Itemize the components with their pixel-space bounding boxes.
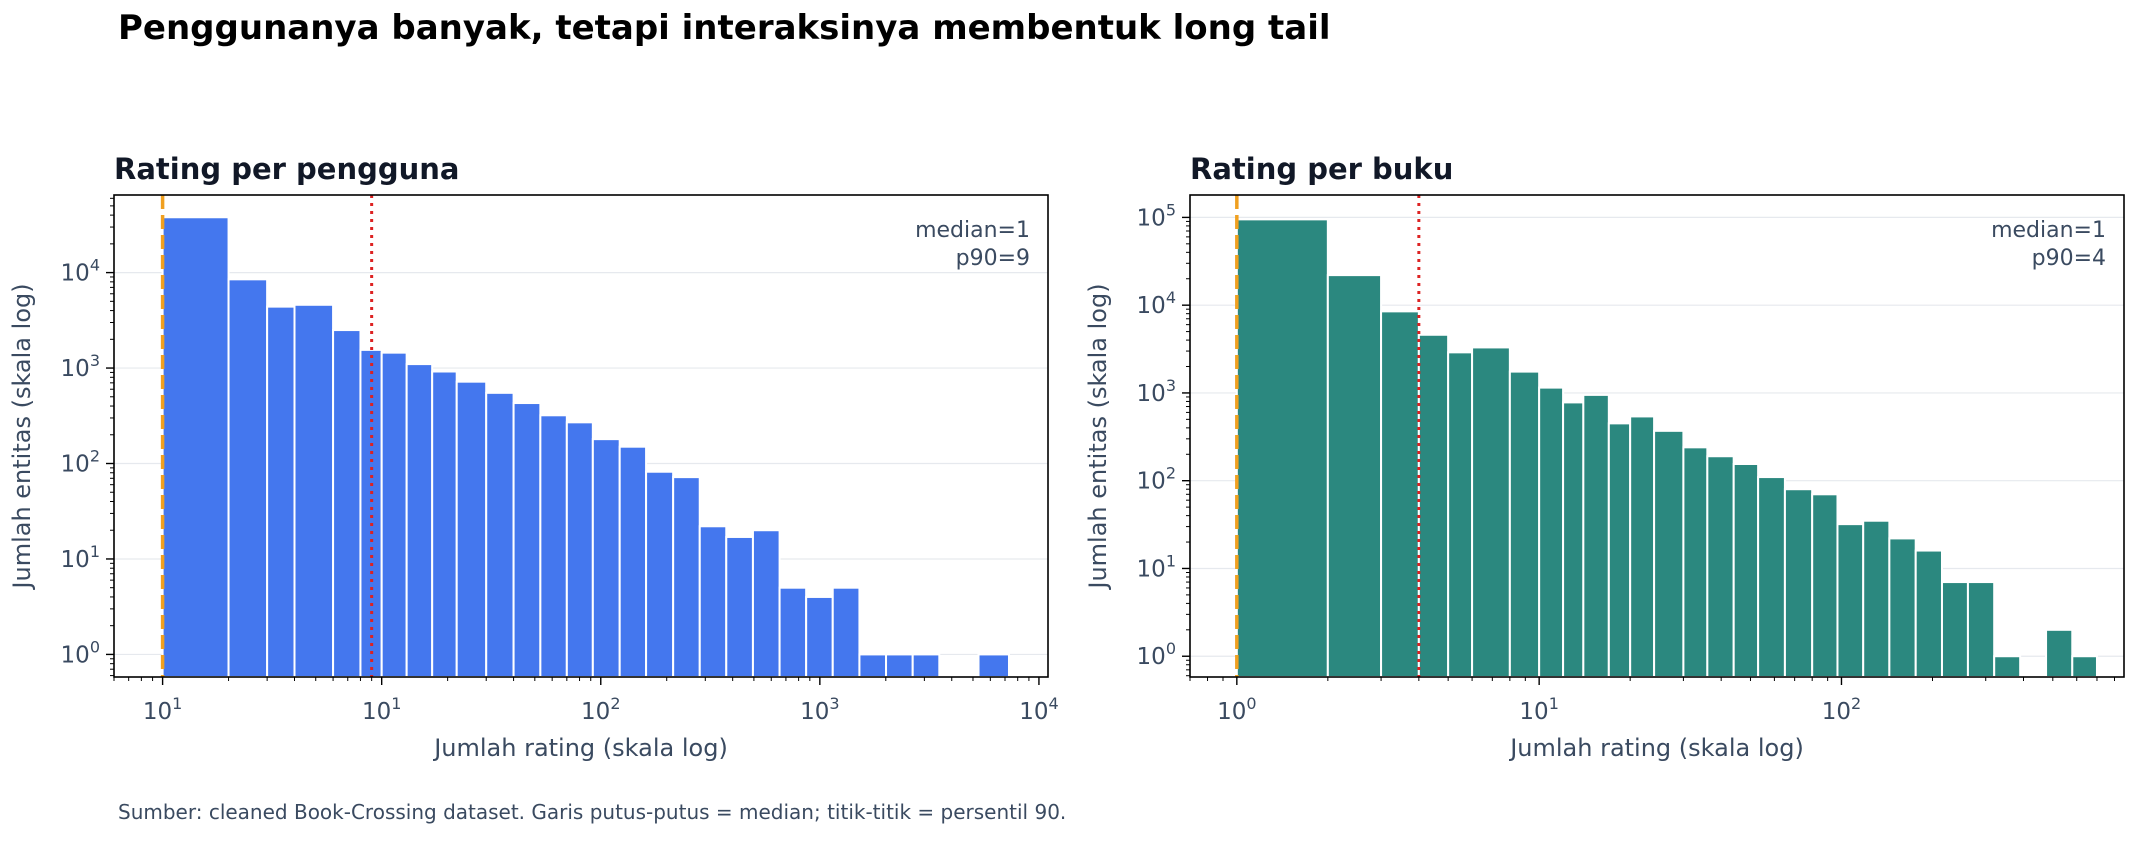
x-tick-label: 104 — [1019, 694, 1058, 725]
histogram-bar — [1811, 493, 1839, 679]
y-tick-label: 101 — [1137, 551, 1176, 582]
y-tick-label: 103 — [61, 351, 100, 382]
y-tick-label: 105 — [1137, 200, 1176, 231]
histogram-bar — [1732, 462, 1760, 678]
histogram-bar — [380, 351, 408, 678]
figure-title: Penggunanya banyak, tetapi interaksinya … — [118, 8, 1331, 48]
y-tick-label: 101 — [61, 542, 100, 573]
histogram-bar — [227, 278, 269, 678]
histogram-bar — [805, 595, 834, 679]
x-tick-label: 102 — [1822, 694, 1861, 725]
y-tick-label: 104 — [61, 256, 100, 287]
histogram-bar — [645, 470, 675, 679]
y-tick-label: 103 — [1137, 376, 1176, 407]
histogram-bar — [266, 305, 296, 678]
stats-annotation: median=1 — [915, 218, 1030, 243]
histogram-bar — [1607, 422, 1632, 678]
plot-frame — [113, 194, 1049, 678]
histogram-bar — [1966, 581, 1996, 679]
histogram-bar — [672, 476, 701, 678]
histogram-bar — [1235, 218, 1329, 678]
histogram-bar — [1862, 519, 1891, 678]
figure-footnote: Sumber: cleaned Book-Crossing dataset. G… — [118, 800, 1067, 824]
histogram-bar — [539, 414, 568, 678]
histogram-bar — [1582, 393, 1610, 678]
histogram-bar — [1783, 488, 1814, 678]
histogram-bar — [293, 303, 335, 678]
y-tick-label: 102 — [1137, 464, 1176, 495]
histogram-bar — [1914, 549, 1943, 678]
chart-panel-users: 101 101 102 103 104 100 101 102 103 104 Rating per… — [8, 152, 1059, 762]
histogram-bar — [485, 391, 515, 678]
histogram-bar — [1471, 346, 1511, 678]
histogram-bar — [1757, 476, 1786, 679]
histogram-bar — [1940, 581, 1969, 679]
y-tick-label: 104 — [1137, 288, 1176, 319]
histogram-bar — [858, 653, 888, 679]
histogram-bar — [885, 653, 914, 679]
y-tick-label: 100 — [1137, 639, 1176, 670]
histogram-bar — [831, 586, 861, 678]
x-axis-label: Jumlah rating (skala log) — [1508, 734, 1804, 762]
histogram-bar — [1653, 429, 1685, 678]
histogram-bar — [751, 529, 781, 678]
stats-annotation: p90=4 — [2032, 246, 2106, 271]
histogram-bar — [1417, 333, 1450, 678]
histogram-bar — [1380, 310, 1420, 678]
x-tick-label: 101 — [362, 694, 401, 725]
histogram-bar — [725, 535, 754, 678]
x-tick-label: 103 — [800, 694, 839, 725]
histogram-bar — [1706, 455, 1735, 678]
y-tick-label: 100 — [61, 637, 100, 668]
histogram-bar — [161, 216, 230, 678]
histogram-bar — [1508, 370, 1541, 678]
histogram-bar — [1993, 655, 2022, 678]
x-axis-label: Jumlah rating (skala log) — [432, 734, 728, 762]
histogram-bar — [911, 653, 941, 679]
histogram-bar — [455, 380, 488, 678]
histogram-bar — [431, 370, 458, 678]
histogram-bar — [1629, 415, 1656, 678]
plot-frame — [1189, 194, 2125, 678]
chart-panel-books: 100 101 102 100 101 102 103 104 105 Rating per bu… — [1084, 152, 2125, 762]
histogram-bar — [778, 586, 808, 678]
histogram-bar — [591, 438, 621, 678]
histogram-bar — [698, 525, 728, 678]
x-tick-label: 102 — [581, 694, 620, 725]
histogram-bar — [1562, 401, 1585, 678]
histogram-bar — [332, 329, 362, 678]
x-tick-label: 100 — [1217, 694, 1256, 725]
histogram-bar — [977, 653, 1010, 679]
x-tick-label: 101 — [143, 694, 182, 725]
y-axis-label: Jumlah entitas (skala log) — [1084, 283, 1112, 590]
x-tick-label: 101 — [1519, 694, 1558, 725]
stats-annotation: p90=9 — [956, 246, 1030, 271]
histogram-bar — [1682, 446, 1709, 678]
histogram-bar — [1538, 386, 1565, 678]
histogram-bar — [1888, 537, 1917, 679]
histogram-bar — [2071, 655, 2098, 678]
histogram-bar — [2045, 628, 2074, 678]
histogram-bar — [1326, 274, 1383, 678]
histogram-bar — [1447, 351, 1474, 678]
y-tick-label: 102 — [61, 447, 100, 478]
histogram-bar — [1836, 523, 1865, 678]
panel-title: Rating per pengguna — [114, 152, 459, 186]
y-axis-label: Jumlah entitas (skala log) — [8, 283, 36, 590]
histogram-bar — [405, 363, 434, 678]
histogram-bar — [565, 421, 594, 678]
histogram-bar — [618, 445, 648, 678]
stats-annotation: median=1 — [1991, 218, 2106, 243]
panel-title: Rating per buku — [1190, 152, 1453, 186]
histogram-bar — [512, 402, 542, 678]
